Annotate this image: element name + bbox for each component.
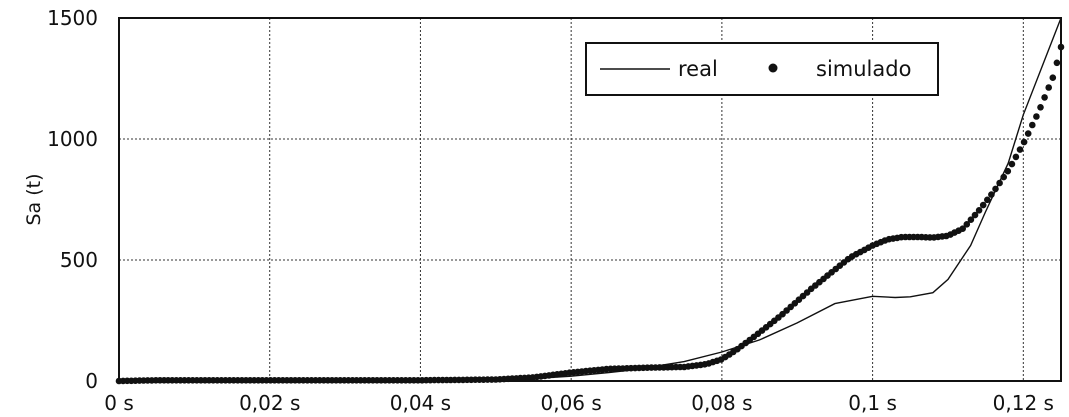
- plot-frame: [118, 17, 1062, 382]
- series-marker-simulado: [1029, 121, 1036, 129]
- x-tick-label: 0,02 s: [239, 391, 300, 415]
- x-tick-label: 0,12 s: [993, 391, 1054, 415]
- series-marker-simulado: [975, 207, 983, 214]
- series-marker-simulado: [1053, 59, 1061, 67]
- series-marker-simulado: [992, 185, 999, 193]
- series-marker-simulado: [979, 201, 987, 209]
- y-tick-label: 1000: [47, 127, 98, 151]
- series-marker-simulado: [996, 179, 1003, 187]
- series-marker-simulado: [1016, 146, 1024, 153]
- x-tick-label: 0,1 s: [848, 391, 897, 415]
- series-marker-simulado: [959, 225, 966, 232]
- series-marker-simulado: [984, 196, 991, 204]
- series-marker-simulado: [1033, 113, 1040, 120]
- series-marker-simulado: [1008, 160, 1016, 168]
- y-tick-label: 500: [60, 248, 98, 272]
- y-tick-label: 1500: [47, 6, 98, 30]
- series-marker-simulado: [1037, 104, 1044, 111]
- legend-label-simulado: simulado: [816, 57, 911, 81]
- series-marker-simulado: [967, 216, 975, 223]
- series-marker-simulado: [963, 221, 971, 228]
- axes: 0 s 0,02 s 0,04 s 0,06 s 0,08 s 0,1 s 0,12 s 0 5…: [47, 6, 1054, 415]
- series-marker-simulado: [1000, 173, 1007, 181]
- x-tick-label: 0,06 s: [541, 391, 602, 415]
- series-marker-simulado: [1045, 84, 1052, 91]
- series-marker-simulado: [971, 211, 979, 219]
- legend: real simulado: [585, 42, 939, 96]
- series-marker-simulado: [1024, 130, 1032, 137]
- x-tick-label: 0 s: [104, 391, 134, 415]
- x-tick-label: 0,08 s: [691, 391, 752, 415]
- series-marker-simulado: [1049, 74, 1057, 81]
- x-tick-label: 0,04 s: [390, 391, 451, 415]
- y-axis-title: Sa (t): [23, 173, 45, 225]
- series-marker-simulado: [1012, 153, 1020, 161]
- series-marker-simulado: [1041, 94, 1048, 101]
- series-marker-simulado: [1004, 167, 1012, 175]
- series-marker-simulado: [988, 191, 995, 198]
- legend-marker-swatch: [768, 63, 778, 73]
- series-marker-simulado: [1020, 138, 1028, 146]
- legend-label-real: real: [678, 57, 718, 81]
- y-tick-label: 0: [85, 369, 98, 393]
